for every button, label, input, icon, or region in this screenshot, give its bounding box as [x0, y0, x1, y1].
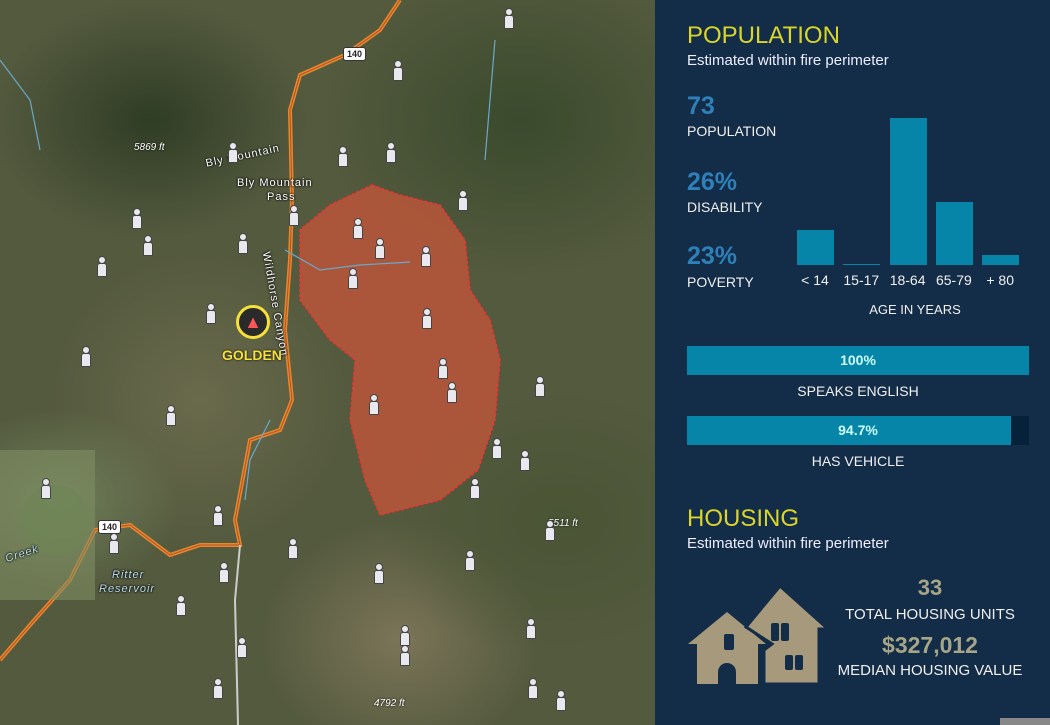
person-icon[interactable] — [469, 478, 480, 499]
population-title: POPULATION — [687, 22, 840, 49]
person-icon[interactable] — [491, 438, 502, 459]
disability-label: DISABILITY — [687, 199, 763, 215]
person-icon[interactable] — [399, 645, 410, 666]
median-housing-value: $327,012 — [882, 632, 978, 658]
map-label-reservoir-2: Reservoir — [99, 583, 156, 595]
person-icon[interactable] — [218, 562, 229, 583]
highway-shield-icon: 140 — [343, 47, 367, 61]
person-icon[interactable] — [544, 520, 555, 541]
poverty-label: POVERTY — [687, 274, 754, 290]
population-subtitle: Estimated within fire perimeter — [687, 52, 889, 69]
person-icon[interactable] — [457, 190, 468, 211]
person-icon[interactable] — [373, 563, 384, 584]
person-icon[interactable] — [420, 246, 431, 267]
person-icon[interactable] — [437, 358, 448, 379]
chart-tick-label: 65-79 — [935, 272, 972, 288]
map-label-reservoir: Ritter — [112, 569, 145, 581]
creek — [0, 39, 496, 501]
housing-units-value: 33 — [917, 575, 943, 600]
median-housing-label: MEDIAN HOUSING VALUE — [837, 662, 1023, 679]
person-icon[interactable] — [175, 595, 186, 616]
peak-label: 5869 ft — [134, 142, 165, 153]
fire-perimeter — [299, 184, 501, 516]
person-icon[interactable] — [392, 60, 403, 81]
highway-shield-icon: 140 — [98, 520, 122, 534]
map-label-bly-pass: Bly Mountain — [237, 177, 313, 189]
has-vehicle-bar: 94.7% — [687, 416, 1029, 445]
population-value: 73 — [687, 92, 715, 120]
chart-tick-label: + 80 — [986, 272, 1014, 288]
housing-subtitle: Estimated within fire perimeter — [687, 535, 889, 552]
person-icon[interactable] — [555, 690, 566, 711]
chart-tick-label: 15-17 — [843, 272, 880, 288]
person-icon[interactable] — [421, 308, 432, 329]
chart-bar — [935, 202, 973, 265]
disability-value: 26% — [687, 168, 738, 196]
person-icon[interactable] — [525, 618, 536, 639]
person-icon[interactable] — [527, 678, 538, 699]
chart-tick-label: < 14 — [801, 272, 829, 288]
person-icon[interactable] — [534, 376, 545, 397]
map-overlay — [0, 0, 501, 725]
fire-icon[interactable]: ▲ — [236, 305, 270, 339]
person-icon[interactable] — [399, 625, 410, 646]
person-icon[interactable] — [205, 303, 216, 324]
speaks-english-bar: 100% — [687, 346, 1029, 375]
info-panel: POPULATION Estimated within fire perimet… — [655, 0, 1050, 725]
person-icon[interactable] — [464, 550, 475, 571]
person-icon[interactable] — [385, 142, 396, 163]
person-icon[interactable] — [40, 478, 51, 499]
person-icon[interactable] — [165, 405, 176, 426]
person-icon[interactable] — [287, 538, 298, 559]
person-icon[interactable] — [212, 678, 223, 699]
chart-tick-label: 18-64 — [889, 272, 926, 288]
housing-units-label: TOTAL HOUSING UNITS — [845, 606, 1015, 623]
person-icon[interactable] — [288, 205, 299, 226]
peak-label: 5511 ft — [548, 518, 578, 529]
road — [233, 544, 241, 725]
chart-bar — [889, 118, 927, 265]
has-vehicle-label: HAS VEHICLE — [811, 453, 905, 469]
person-icon[interactable] — [337, 146, 348, 167]
person-icon[interactable] — [352, 218, 363, 239]
person-icon[interactable] — [237, 233, 248, 254]
chart-bar — [797, 230, 834, 265]
chart-bar — [982, 254, 1020, 265]
person-icon[interactable] — [142, 235, 153, 256]
poverty-value: 23% — [687, 242, 738, 270]
person-icon[interactable] — [503, 8, 514, 29]
person-icon[interactable] — [446, 382, 457, 403]
housing-title: HOUSING — [687, 505, 800, 532]
fire-name-label: GOLDEN — [222, 347, 282, 363]
person-icon[interactable] — [96, 256, 107, 277]
has-vehicle-value: 94.7% — [838, 422, 878, 438]
person-icon[interactable] — [374, 238, 385, 259]
has-vehicle-fill — [687, 416, 1011, 445]
person-icon[interactable] — [227, 142, 238, 163]
chart-x-label: AGE IN YEARS — [869, 302, 961, 317]
map[interactable]: 5869 ft Bly Mountain Bly Mountain Pass W… — [0, 0, 655, 725]
person-icon[interactable] — [519, 450, 530, 471]
population-label: POPULATION — [687, 123, 777, 139]
person-icon[interactable] — [131, 208, 142, 229]
map-label-bly-pass-2: Pass — [267, 191, 296, 203]
person-icon[interactable] — [347, 268, 358, 289]
speaks-english-value: 100% — [840, 352, 876, 368]
person-icon[interactable] — [212, 505, 223, 526]
person-icon[interactable] — [236, 637, 247, 658]
person-icon[interactable] — [108, 533, 119, 554]
scrollbar[interactable] — [1000, 718, 1050, 725]
peak-label: 4792 ft — [374, 698, 405, 709]
person-icon[interactable] — [368, 394, 379, 415]
speaks-english-fill — [687, 346, 1029, 375]
person-icon[interactable] — [80, 346, 91, 367]
houses-icon — [688, 583, 832, 686]
speaks-english-label: SPEAKS ENGLISH — [797, 383, 919, 399]
chart-bar — [843, 264, 881, 265]
